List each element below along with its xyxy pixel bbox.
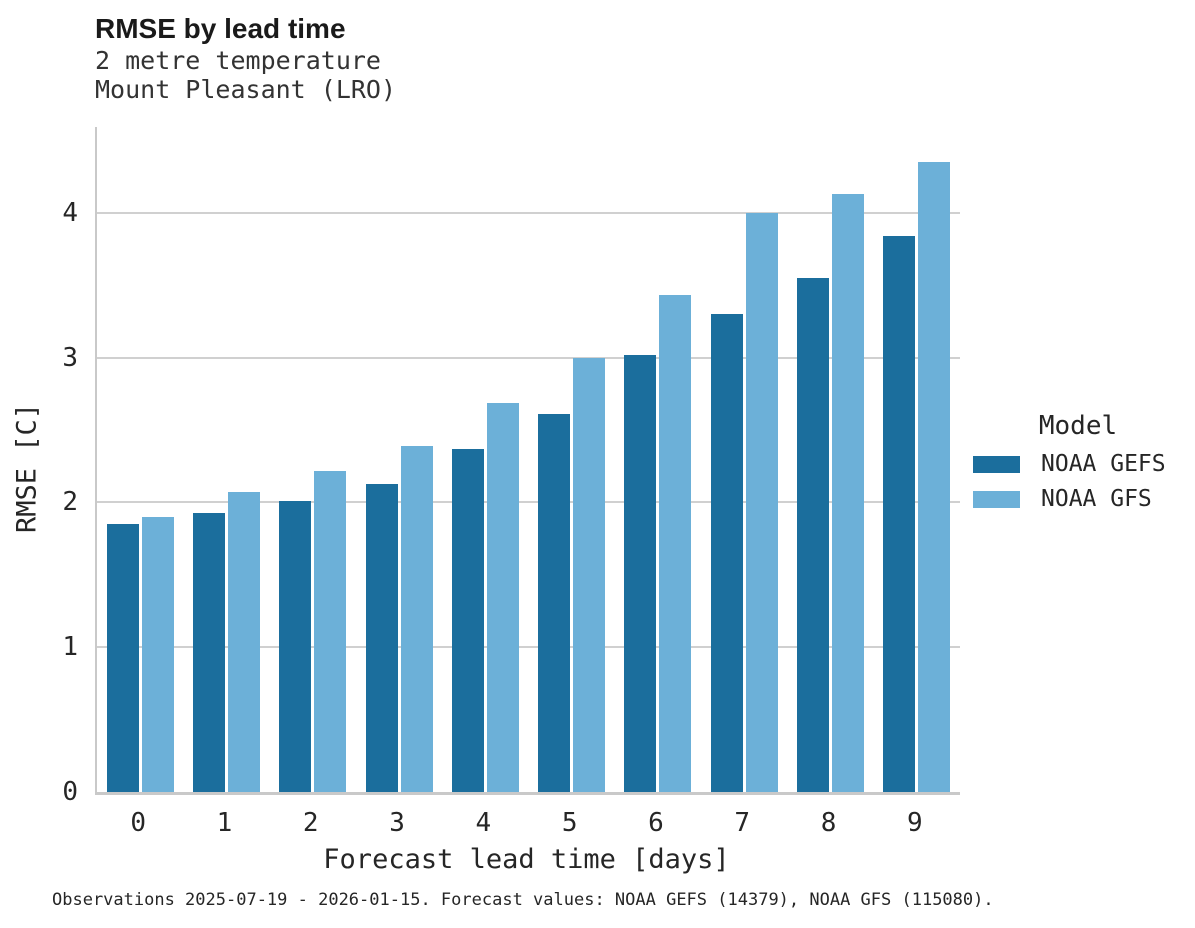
bar-noaa-gefs-day-8 <box>797 278 830 792</box>
bar-noaa-gfs-day-6 <box>659 295 692 792</box>
bar-noaa-gfs-day-1 <box>227 492 260 792</box>
legend-label: NOAA GFS <box>1041 486 1152 512</box>
x-tick-label-2: 2 <box>302 808 319 838</box>
x-axis-label: Forecast lead time [days] <box>323 844 730 875</box>
x-tick-label-1: 1 <box>216 808 233 838</box>
bar-group-day-2 <box>270 127 356 792</box>
x-tick-label-7: 7 <box>734 808 751 838</box>
y-tick-label-3: 3 <box>62 342 78 373</box>
caption: Observations 2025-07-19 - 2026-01-15. Fo… <box>52 890 994 910</box>
legend-item-noaa-gefs: NOAA GEFS <box>973 452 1183 476</box>
bar-group-day-3 <box>356 127 442 792</box>
bar-series-container <box>97 127 960 792</box>
bar-group-day-1 <box>183 127 269 792</box>
x-tick-label-4: 4 <box>475 808 492 838</box>
chart-subtitle-line-1: 2 metre temperature <box>95 46 381 75</box>
legend-label: NOAA GEFS <box>1041 451 1166 477</box>
chart-title: RMSE by lead time <box>95 13 346 44</box>
bar-group-day-6 <box>615 127 701 792</box>
legend-items: NOAA GEFS NOAA GFS <box>973 452 1183 511</box>
x-tick-label-6: 6 <box>648 808 664 838</box>
y-tick-label-0: 0 <box>62 777 78 807</box>
bar-noaa-gfs-day-4 <box>486 402 519 792</box>
bar-noaa-gefs-day-0 <box>106 524 139 792</box>
bar-noaa-gefs-day-3 <box>365 483 398 792</box>
bar-group-day-9 <box>874 127 960 792</box>
y-tick-label-1: 1 <box>62 632 78 663</box>
bar-noaa-gefs-day-1 <box>192 512 225 792</box>
bar-group-day-0 <box>97 127 183 792</box>
bar-noaa-gfs-day-7 <box>745 212 778 792</box>
legend-item-noaa-gfs: NOAA GFS <box>973 487 1183 511</box>
bar-noaa-gefs-day-7 <box>710 314 743 792</box>
gridline-y-3 <box>97 356 960 359</box>
bar-noaa-gefs-day-2 <box>279 501 312 792</box>
bar-group-day-8 <box>787 127 873 792</box>
bar-noaa-gefs-day-4 <box>451 448 484 792</box>
bar-group-day-4 <box>442 127 528 792</box>
bar-noaa-gfs-day-8 <box>832 194 865 792</box>
gridline-y-2 <box>97 501 960 504</box>
bar-group-day-5 <box>528 127 614 792</box>
legend-swatch-icon <box>973 455 1020 473</box>
legend-swatch-icon <box>973 490 1020 508</box>
bar-noaa-gfs-day-0 <box>141 516 174 792</box>
x-tick-label-3: 3 <box>389 808 405 838</box>
x-tick-label-0: 0 <box>130 808 146 838</box>
bar-noaa-gfs-day-3 <box>400 446 433 792</box>
legend-title: Model <box>1038 411 1118 441</box>
x-tick-label-8: 8 <box>820 808 837 838</box>
bar-noaa-gfs-day-2 <box>314 470 347 792</box>
y-tick-label-2: 2 <box>62 487 78 518</box>
y-tick-label-4: 4 <box>62 197 78 228</box>
bar-noaa-gefs-day-9 <box>883 236 916 792</box>
bar-noaa-gefs-day-5 <box>538 414 571 792</box>
x-tick-label-5: 5 <box>561 808 578 838</box>
legend: Model NOAA GEFS NOAA GFS <box>973 410 1183 522</box>
x-tick-label-9: 9 <box>907 808 923 838</box>
bar-group-day-7 <box>701 127 787 792</box>
gridline-y-1 <box>97 646 960 649</box>
title-block: RMSE by lead time 2 metre temperature Mo… <box>95 12 396 104</box>
gridline-y-4 <box>97 211 960 214</box>
chart-subtitle-line-2: Mount Pleasant (LRO) <box>95 75 397 104</box>
plot-area <box>95 127 960 795</box>
bar-noaa-gfs-day-5 <box>573 357 606 792</box>
bar-noaa-gfs-day-9 <box>918 162 951 792</box>
bar-noaa-gefs-day-6 <box>624 354 657 792</box>
